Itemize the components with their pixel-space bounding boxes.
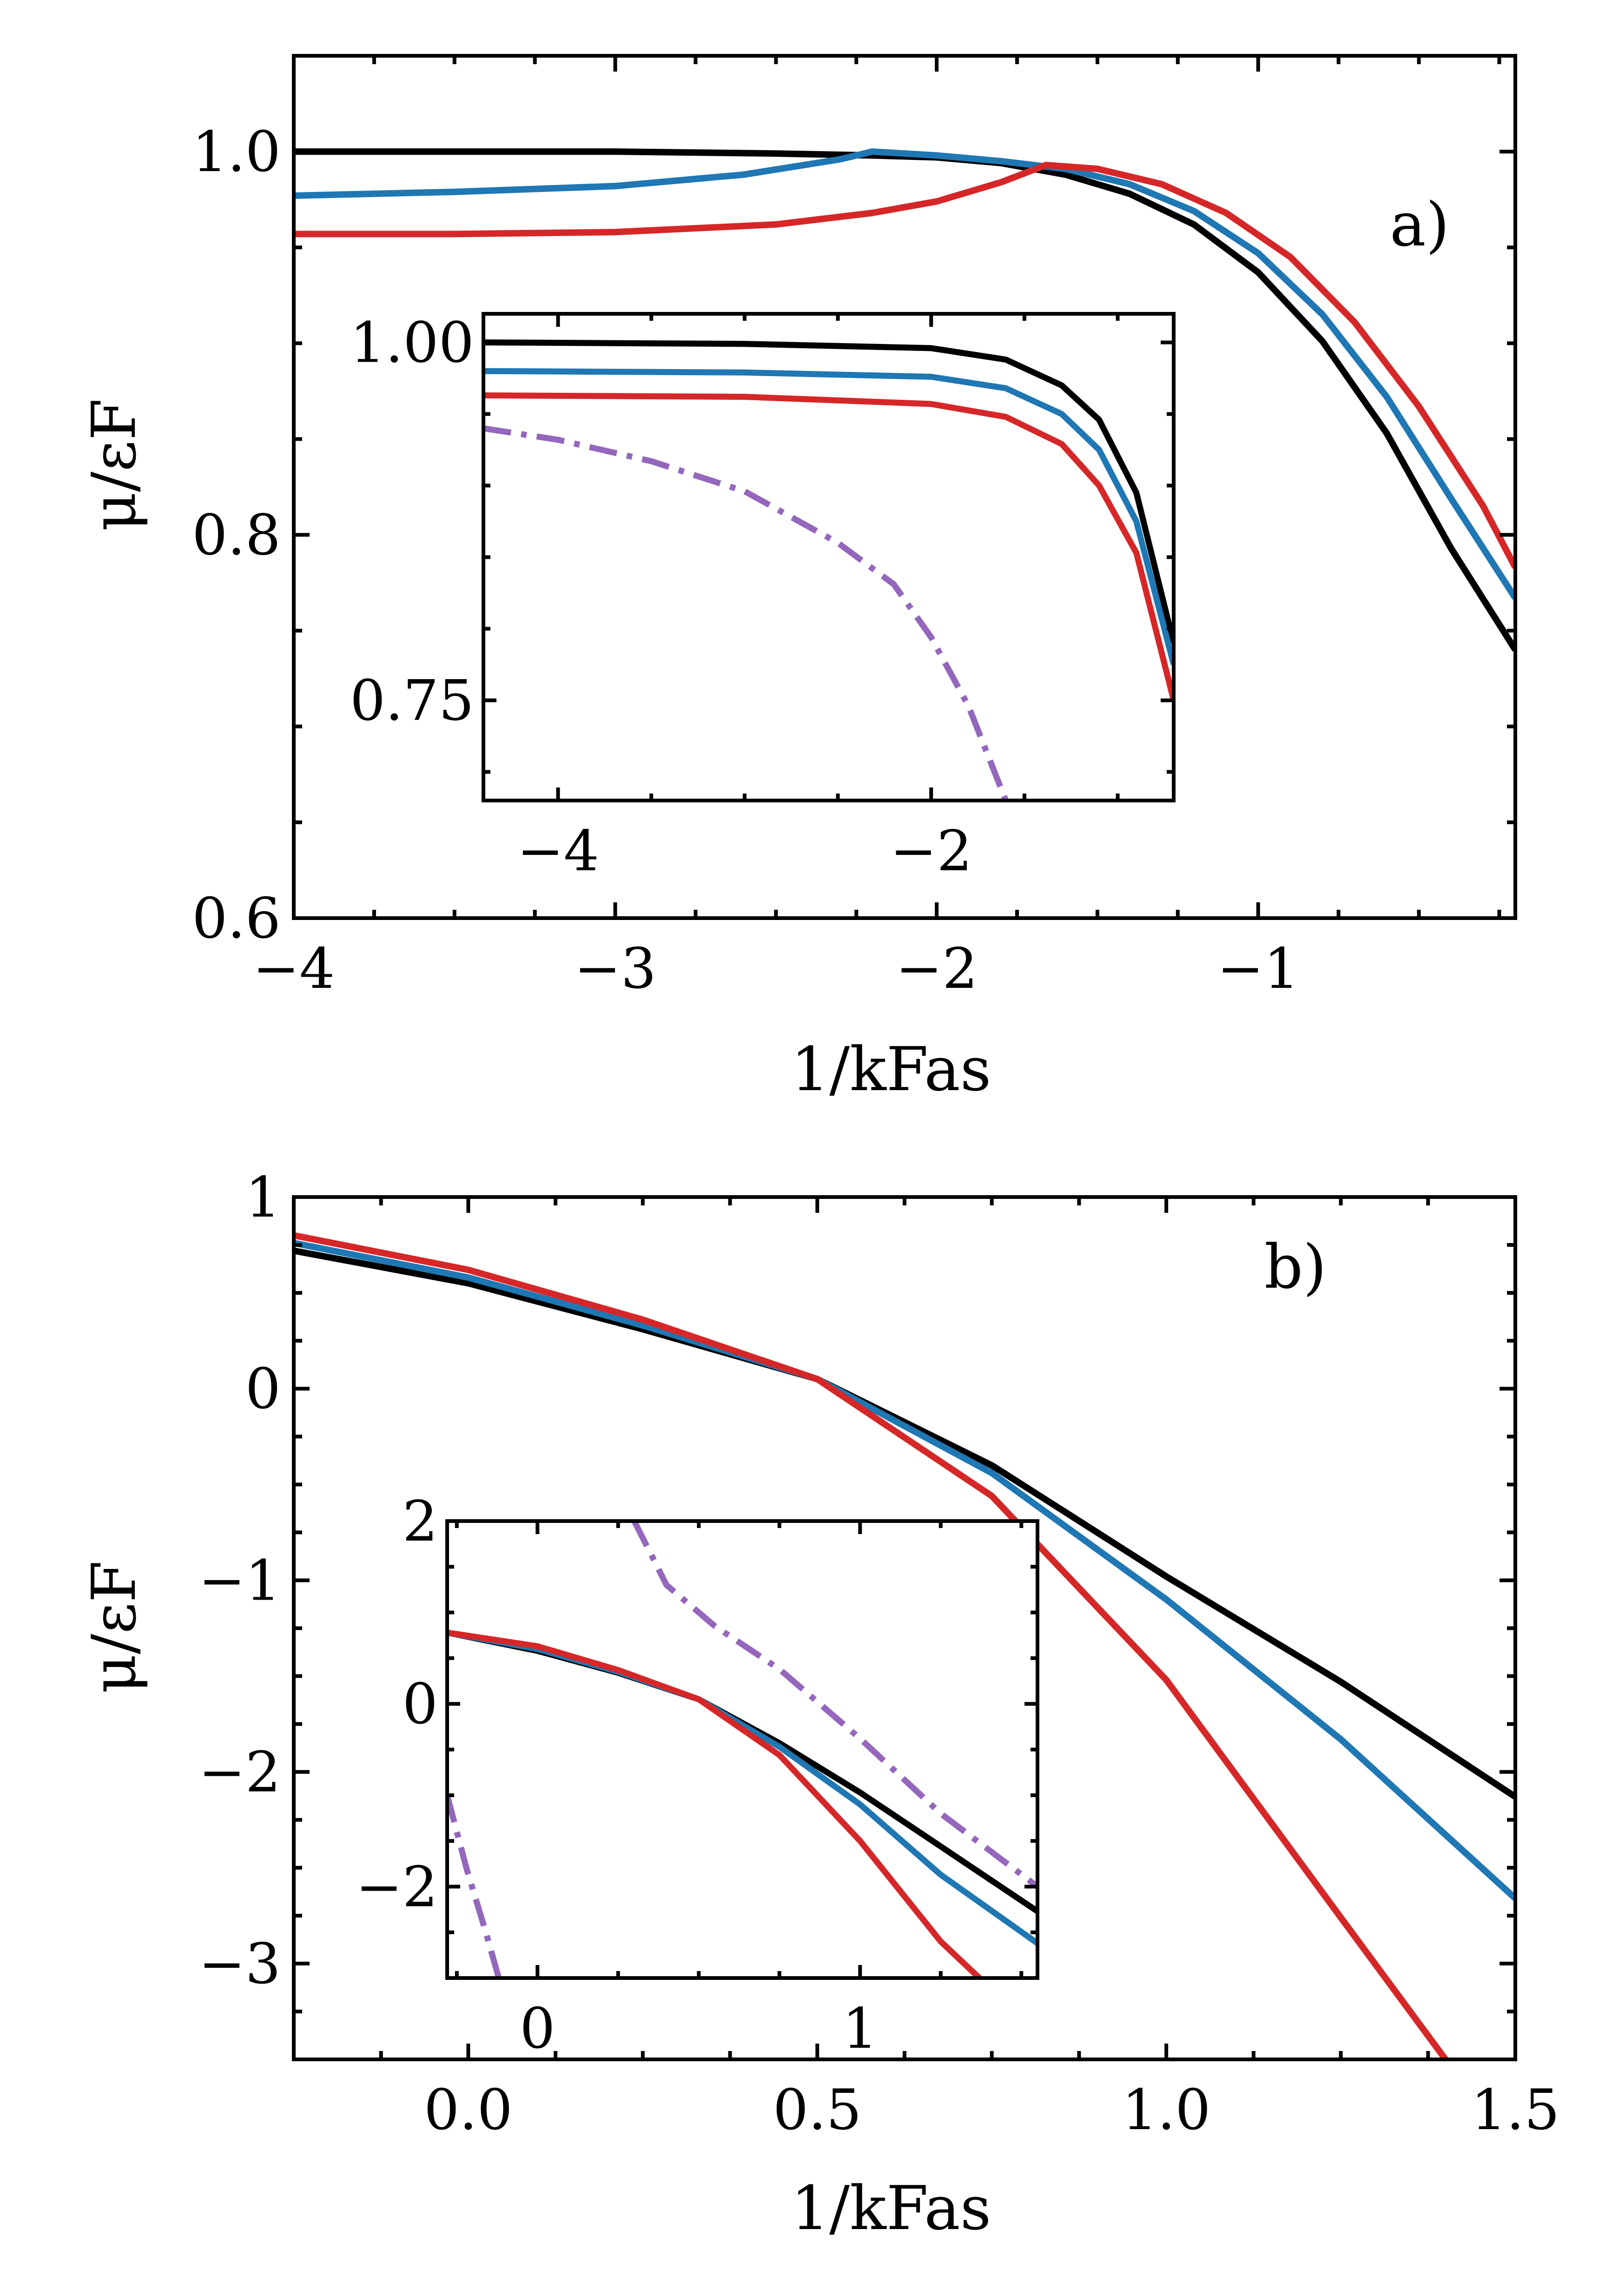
panel-b-xtick-label: 1.5: [1471, 2078, 1560, 2143]
panel-a-frame: [292, 54, 1517, 920]
panel-a-inset-frame: [482, 312, 1176, 802]
panel-b-xtick-label: 0.0: [424, 2078, 513, 2143]
panel-b-inset-red-curve: [447, 1629, 982, 1978]
panel-a-label: a): [1390, 189, 1449, 260]
panel-b-blue-curve: [294, 1240, 1515, 1901]
panel-b-inset-axes: 0 1 −2 0 2: [356, 1489, 1039, 2061]
panel-a-xtick-label: −1: [1217, 937, 1299, 1001]
panel-b-ytick-label: 0: [245, 1357, 281, 1422]
panel-a-xtick-label: −2: [896, 937, 978, 1001]
panel-a-plot: 1/kFas μ/εF a) −4 −3 −2 −1 0.6 0.8 1.0 −4 −2 0.75…: [79, 54, 1517, 1105]
panel-a-inset-xtick-label: −4: [517, 819, 599, 884]
panel-a-xtick-label: −4: [253, 937, 335, 1001]
panel-b-ytick-label: −2: [198, 1740, 281, 1805]
panel-a-inset-red-curve: [483, 392, 1174, 701]
panel-b-inset-frame: [445, 1519, 1039, 1980]
panel-a-inset-black-curve: [483, 339, 1174, 644]
panel-b-axes: 0.0 0.5 1.0 1.5 −3 −2 −1 0 1: [198, 1165, 1559, 2143]
panel-a-xtick-label: −3: [574, 937, 656, 1001]
panel-a-inset-ytick-label: 0.75: [350, 668, 474, 733]
panel-a-red-curve: [294, 162, 1515, 569]
panel-a-inset-purple-curve: [483, 425, 1009, 801]
panel-b-inset-xtick-label: 0: [520, 1997, 555, 2061]
panel-a-inset-blue-curve: [483, 368, 1174, 666]
panel-b-inset-purple-lower-curve: [447, 1794, 502, 1978]
panel-a-ytick-label: 1.0: [192, 120, 281, 185]
panel-a-y-axis-label: μ/εF: [79, 398, 149, 531]
panel-b-inset-background: [447, 1521, 1037, 1978]
panel-b-ytick-label: −1: [198, 1548, 281, 1613]
panel-a-inset-ytick-label: 1.00: [350, 311, 474, 376]
panel-b-y-axis-label: μ/εF: [79, 1561, 149, 1694]
panel-a-ytick-label: 0.8: [192, 503, 281, 568]
panel-b-curves: [294, 1232, 1515, 2059]
panel-a-inset-background: [483, 314, 1174, 801]
panel-a-inset-curves: [483, 339, 1174, 801]
panel-b-inset-purple-upper-curve: [631, 1521, 1037, 1889]
panel-a-inset-axes: −4 −2 0.75 1.00: [350, 311, 1176, 884]
panel-b-inset-curves: [447, 1521, 1037, 1978]
panel-b-red-curve: [294, 1232, 1448, 2059]
panel-b-inset-ytick-label: −2: [356, 1855, 438, 1919]
panel-b-ytick-label: −3: [198, 1932, 281, 1997]
panel-b-inset-ytick-label: 0: [403, 1672, 438, 1737]
panel-b-x-axis-label: 1/kFas: [791, 2173, 991, 2243]
panel-a-ytick-label: 0.6: [192, 887, 281, 951]
panel-b-xtick-label: 0.5: [773, 2078, 862, 2143]
panel-a-curves: [294, 148, 1515, 652]
panel-b-inset-ytick-label: 2: [403, 1489, 438, 1554]
panel-a-axes: −4 −3 −2 −1 0.6 0.8 1.0: [192, 54, 1517, 1001]
panel-a-blue-curve: [294, 148, 1515, 600]
panel-b-label: b): [1264, 1231, 1327, 1302]
panel-a-black-curve: [294, 148, 1515, 652]
panel-b-frame: [292, 1195, 1517, 2061]
panel-b-xtick-label: 1.0: [1122, 2078, 1211, 2143]
panel-b-black-curve: [294, 1247, 1515, 1800]
panel-b-inset-xtick-label: 1: [842, 1997, 878, 2061]
panel-b-ytick-label: 1: [245, 1165, 281, 1230]
panel-a-x-axis-label: 1/kFas: [791, 1034, 991, 1105]
panel-a-inset-xtick-label: −2: [890, 819, 972, 884]
